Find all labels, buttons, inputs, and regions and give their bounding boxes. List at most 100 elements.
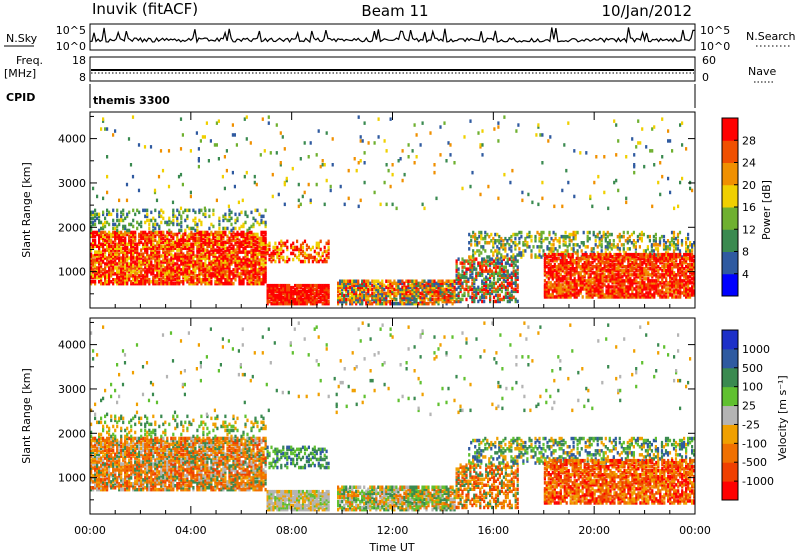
- heat-cell: [524, 249, 527, 253]
- heat-cell: [138, 232, 141, 237]
- heat-cell: [641, 254, 644, 259]
- heat-cell: [633, 252, 636, 257]
- heat-cell: [506, 291, 509, 296]
- heat-cell: [256, 244, 259, 248]
- heat-cell: [506, 253, 509, 257]
- heat-cell: [337, 285, 340, 290]
- heat-cell: [589, 267, 592, 271]
- heat-cell: [547, 263, 550, 267]
- heat-cell: [176, 248, 179, 252]
- heat-cell: [226, 234, 229, 239]
- heat-cell: [178, 256, 181, 260]
- heat-cell: [643, 261, 646, 265]
- heat-cell: [415, 287, 418, 292]
- heat-cell: [423, 289, 426, 294]
- heat-cell: [222, 260, 225, 264]
- heat-cell: [506, 261, 509, 265]
- heat-cell: [491, 285, 494, 290]
- heat-cell: [254, 254, 257, 258]
- beam-label: Beam 11: [361, 2, 428, 20]
- heat-cell: [437, 301, 440, 306]
- heat-cell: [579, 289, 582, 293]
- heat-cell: [112, 272, 115, 276]
- heat-cell: [182, 260, 185, 264]
- heat-cell: [593, 256, 596, 261]
- heat-cell: [631, 279, 634, 283]
- heat-cell: [657, 271, 660, 275]
- heat-cell: [562, 236, 565, 241]
- heat-cell: [341, 291, 344, 296]
- heat-cell: [492, 285, 496, 290]
- heat-cell: [399, 301, 402, 306]
- heat-cell: [150, 230, 153, 235]
- heat-cell: [583, 263, 586, 267]
- heat-cell: [138, 274, 141, 278]
- heat-cell: [280, 299, 283, 304]
- heat-cell: [654, 239, 657, 243]
- heat-cell: [623, 269, 626, 273]
- heat-cell: [200, 278, 203, 282]
- heat-cell: [228, 238, 231, 243]
- heat-cell: [579, 287, 582, 291]
- heat-cell: [128, 270, 131, 274]
- heat-cell: [226, 280, 229, 284]
- heat-cell: [552, 249, 555, 253]
- heat-cell: [144, 230, 147, 235]
- heat-cell: [667, 291, 670, 295]
- heat-cell: [553, 252, 556, 257]
- heat-cell: [617, 291, 620, 295]
- heat-cell: [656, 247, 660, 251]
- heat-cell: [538, 253, 541, 257]
- heat-cell: [118, 230, 121, 235]
- heat-cell: [389, 281, 392, 286]
- heat-cell: [661, 269, 664, 273]
- heat-cell: [604, 239, 607, 243]
- heat-cell: [649, 285, 652, 289]
- heat-cell: [114, 246, 117, 250]
- heat-cell: [659, 273, 662, 277]
- heat-cell: [148, 256, 151, 260]
- heat-cell: [296, 283, 299, 288]
- heat-cell: [569, 271, 572, 275]
- heat-cell: [574, 236, 577, 241]
- heat-cell: [666, 245, 670, 249]
- heat-cell: [401, 279, 404, 283]
- heat-cell: [98, 260, 101, 264]
- heat-cell: [104, 216, 107, 221]
- heat-cell: [180, 268, 183, 272]
- heat-cell: [122, 224, 125, 229]
- heat-cell: [158, 246, 161, 250]
- heat-cell: [477, 299, 480, 304]
- heat-cell: [214, 254, 217, 258]
- heat-cell: [605, 256, 608, 261]
- heat-cell: [172, 234, 175, 239]
- heat-cell: [487, 283, 490, 288]
- heat-cell: [383, 291, 386, 296]
- heat-cell: [393, 287, 396, 292]
- heat-cell: [258, 236, 261, 241]
- heat-cell: [200, 268, 203, 272]
- heat-cell: [592, 232, 595, 237]
- heat-cell: [156, 252, 159, 256]
- heat-cell: [469, 269, 472, 273]
- heat-cell: [222, 246, 225, 250]
- heat-cell: [126, 244, 129, 248]
- heat-cell: [116, 214, 119, 219]
- heat-cell: [567, 254, 570, 259]
- heat-cell: [210, 238, 213, 243]
- heat-cell: [524, 239, 527, 243]
- heat-cell: [200, 244, 203, 248]
- heat-cell: [661, 295, 664, 299]
- heat-cell: [595, 277, 598, 281]
- heat-cell: [134, 281, 137, 286]
- heat-cell: [176, 258, 179, 262]
- heat-cell: [94, 254, 97, 258]
- heat-cell: [313, 255, 316, 260]
- heat-cell: [192, 208, 195, 213]
- heat-cell: [242, 270, 245, 274]
- heat-cell: [555, 256, 558, 261]
- heat-cell: [611, 259, 614, 263]
- heat-cell: [504, 273, 507, 277]
- heat-cell: [104, 266, 107, 270]
- heat-cell: [431, 289, 434, 294]
